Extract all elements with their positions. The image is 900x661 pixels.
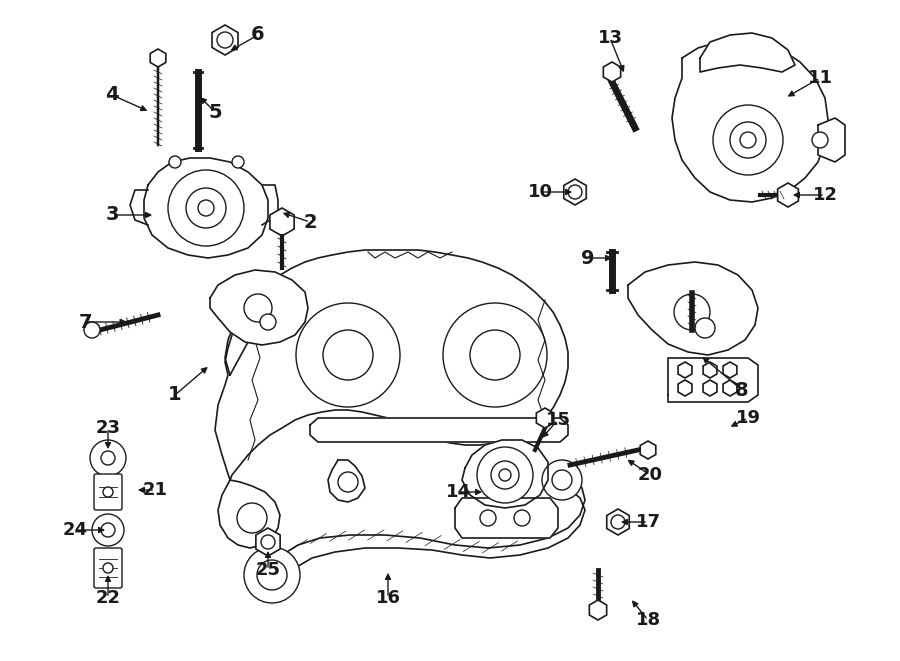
Text: 22: 22 [95, 589, 121, 607]
Circle shape [237, 503, 267, 533]
Text: 23: 23 [95, 419, 121, 437]
Circle shape [542, 460, 582, 500]
Circle shape [90, 440, 126, 476]
Polygon shape [678, 380, 692, 396]
Text: 15: 15 [545, 411, 571, 429]
Text: 25: 25 [256, 561, 281, 579]
Polygon shape [144, 158, 268, 258]
Circle shape [552, 470, 572, 490]
Polygon shape [270, 208, 294, 236]
Polygon shape [150, 49, 166, 67]
Circle shape [568, 185, 582, 199]
Polygon shape [703, 380, 717, 396]
Polygon shape [778, 183, 798, 207]
Text: 17: 17 [635, 513, 661, 531]
Polygon shape [256, 528, 280, 556]
Text: 18: 18 [635, 611, 661, 629]
Circle shape [232, 156, 244, 168]
Circle shape [491, 461, 519, 489]
Text: 6: 6 [251, 26, 265, 44]
Polygon shape [672, 40, 828, 202]
Circle shape [499, 469, 511, 481]
Circle shape [674, 294, 710, 330]
Circle shape [101, 523, 115, 537]
Circle shape [103, 487, 113, 497]
Polygon shape [328, 460, 365, 502]
Polygon shape [462, 440, 548, 508]
Circle shape [186, 188, 226, 228]
Circle shape [244, 547, 300, 603]
Circle shape [261, 535, 275, 549]
Text: 10: 10 [527, 183, 553, 201]
Polygon shape [607, 509, 629, 535]
Polygon shape [212, 25, 238, 55]
Circle shape [101, 451, 115, 465]
Polygon shape [723, 380, 737, 396]
Polygon shape [215, 250, 568, 480]
Circle shape [477, 447, 533, 503]
Polygon shape [310, 418, 568, 442]
Circle shape [740, 132, 756, 148]
Text: 12: 12 [813, 186, 838, 204]
Circle shape [611, 515, 625, 529]
Text: 9: 9 [581, 249, 595, 268]
Polygon shape [678, 362, 692, 378]
Polygon shape [272, 470, 585, 580]
Text: 3: 3 [105, 206, 119, 225]
Text: 16: 16 [375, 589, 401, 607]
Circle shape [812, 132, 828, 148]
Text: 4: 4 [105, 85, 119, 104]
Circle shape [92, 514, 124, 546]
Polygon shape [700, 33, 795, 72]
Text: 21: 21 [142, 481, 167, 499]
Polygon shape [703, 362, 717, 378]
Polygon shape [723, 362, 737, 378]
Polygon shape [603, 62, 621, 82]
FancyBboxPatch shape [94, 474, 122, 510]
Polygon shape [628, 262, 758, 355]
Text: 1: 1 [168, 385, 182, 405]
Polygon shape [668, 358, 758, 402]
Text: 13: 13 [598, 29, 623, 47]
Circle shape [169, 156, 181, 168]
Circle shape [443, 303, 547, 407]
Polygon shape [818, 118, 845, 162]
Circle shape [260, 314, 276, 330]
Circle shape [244, 294, 272, 322]
Circle shape [480, 510, 496, 526]
Text: 2: 2 [303, 212, 317, 231]
Circle shape [84, 322, 100, 338]
Text: 24: 24 [62, 521, 87, 539]
Circle shape [338, 472, 358, 492]
Text: 8: 8 [735, 381, 749, 399]
Circle shape [296, 303, 400, 407]
Text: 19: 19 [735, 409, 760, 427]
Text: 5: 5 [208, 102, 221, 122]
Polygon shape [210, 270, 308, 345]
Circle shape [257, 560, 287, 590]
Polygon shape [455, 498, 558, 538]
Polygon shape [640, 441, 656, 459]
Text: 7: 7 [78, 313, 92, 332]
Polygon shape [536, 408, 554, 428]
Circle shape [168, 170, 244, 246]
Circle shape [713, 105, 783, 175]
FancyBboxPatch shape [94, 548, 122, 588]
Circle shape [514, 510, 530, 526]
Circle shape [470, 330, 520, 380]
Circle shape [695, 318, 715, 338]
Polygon shape [218, 480, 280, 548]
Polygon shape [225, 280, 282, 375]
Circle shape [217, 32, 233, 48]
Circle shape [103, 563, 113, 573]
Polygon shape [590, 600, 607, 620]
Circle shape [730, 122, 766, 158]
Text: 11: 11 [807, 69, 833, 87]
Polygon shape [563, 179, 586, 205]
Text: 20: 20 [637, 466, 662, 484]
Text: 14: 14 [446, 483, 471, 501]
Circle shape [198, 200, 214, 216]
Circle shape [323, 330, 373, 380]
